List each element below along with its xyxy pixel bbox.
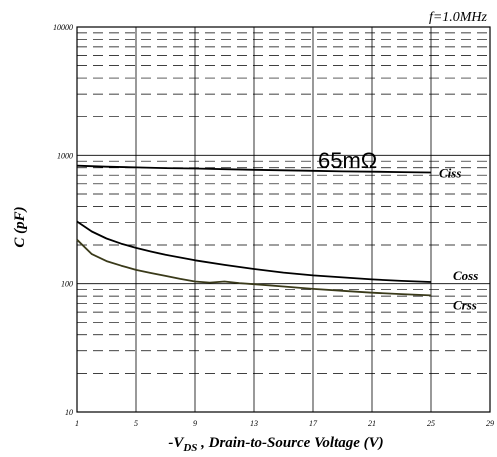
x-tick-label: 5 xyxy=(134,419,138,428)
x-tick-label: 25 xyxy=(427,419,435,428)
frequency-note: f=1.0MHz xyxy=(429,10,488,25)
y-axis-label: C (pF) xyxy=(12,206,28,247)
series-layer: Ciss Coss Crss xyxy=(76,164,478,312)
y-tick-label: 10000 xyxy=(53,23,73,32)
series-label-crss: Crss xyxy=(453,297,477,312)
x-axis-label: -VDS , Drain-to-Source Voltage (V) xyxy=(168,435,383,454)
x-tick-label: 17 xyxy=(309,419,318,428)
x-axis-label-prefix: -V xyxy=(168,435,185,451)
tick-layer: 1 5 9 13 17 21 25 29 10 100 1000 10000 xyxy=(53,23,494,428)
x-tick-label: 13 xyxy=(250,419,258,428)
y-tick-label: 100 xyxy=(61,280,73,289)
series-label-coss: Coss xyxy=(453,268,478,283)
series-label-ciss: Ciss xyxy=(439,165,461,180)
y-tick-label: 1000 xyxy=(57,151,73,160)
series-line-crss xyxy=(76,239,432,297)
x-tick-label: 21 xyxy=(368,419,376,428)
series-line-ciss xyxy=(76,164,432,174)
y-tick-label: 10 xyxy=(65,408,73,417)
x-tick-label: 9 xyxy=(193,419,197,428)
x-tick-label: 1 xyxy=(75,419,79,428)
x-tick-label: 29 xyxy=(486,419,494,428)
grid-layer xyxy=(77,27,490,412)
series-line-coss xyxy=(76,220,432,283)
device-annotation: 65mΩ xyxy=(318,148,377,173)
x-axis-label-suffix: , Drain-to-Source Voltage (V) xyxy=(197,435,383,451)
plot-frame xyxy=(76,26,491,413)
x-axis-label-subscript: DS xyxy=(182,442,197,454)
